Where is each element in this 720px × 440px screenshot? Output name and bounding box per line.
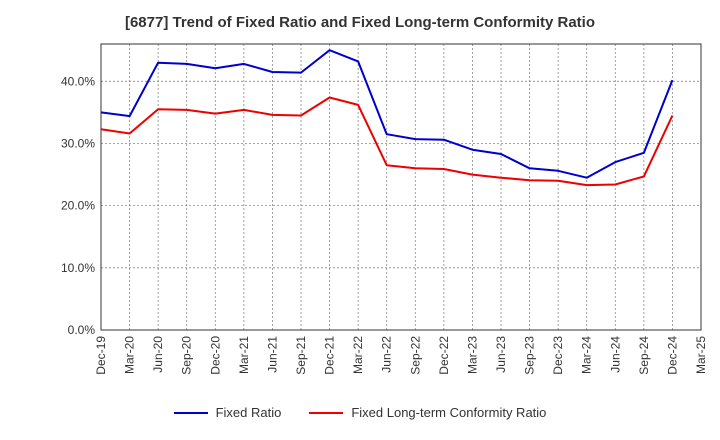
x-tick-label: Mar-21 <box>237 336 251 374</box>
legend-swatch-fixed-ratio <box>173 411 208 414</box>
x-tick-label: Jun-24 <box>608 336 622 373</box>
x-tick-label: Dec-22 <box>437 336 451 375</box>
x-tick-label: Sep-24 <box>637 336 651 375</box>
legend-item-conformity-ratio: Fixed Long-term Conformity Ratio <box>309 405 546 420</box>
legend: Fixed Ratio Fixed Long-term Conformity R… <box>0 405 720 420</box>
legend-item-fixed-ratio: Fixed Ratio <box>173 405 282 420</box>
x-tick-label: Sep-21 <box>294 336 308 375</box>
legend-label-fixed-ratio: Fixed Ratio <box>215 405 282 420</box>
x-tick-label: Mar-24 <box>580 336 594 374</box>
x-tick-label: Dec-19 <box>94 336 108 375</box>
x-tick-label: Mar-23 <box>465 336 479 374</box>
x-tick-label: Dec-24 <box>665 336 679 375</box>
x-tick-label: Mar-25 <box>694 336 708 374</box>
x-tick-label: Dec-23 <box>551 336 565 375</box>
y-tick-label: 40.0% <box>61 74 95 88</box>
x-tick-label: Jun-23 <box>494 336 508 373</box>
x-tick-label: Sep-23 <box>523 336 537 375</box>
y-tick-label: 10.0% <box>61 261 95 275</box>
y-tick-label: 30.0% <box>61 136 95 150</box>
x-tick-label: Jun-20 <box>151 336 165 373</box>
legend-swatch-conformity-ratio <box>309 411 344 414</box>
x-tick-label: Jun-22 <box>380 336 394 373</box>
x-tick-label: Jun-21 <box>265 336 279 373</box>
x-tick-label: Dec-20 <box>208 336 222 375</box>
x-tick-label: Mar-22 <box>351 336 365 374</box>
y-tick-label: 20.0% <box>61 199 95 213</box>
y-tick-label: 0.0% <box>68 323 96 337</box>
series-line-1 <box>100 96 674 187</box>
chart-title: [6877] Trend of Fixed Ratio and Fixed Lo… <box>124 14 596 31</box>
x-tick-label: Dec-21 <box>323 336 337 375</box>
legend-label-conformity-ratio: Fixed Long-term Conformity Ratio <box>351 405 547 420</box>
plot-frame <box>100 43 702 331</box>
x-tick-label: Mar-20 <box>123 336 137 374</box>
x-tick-label: Sep-22 <box>408 336 422 375</box>
x-tick-label: Sep-20 <box>180 336 194 375</box>
series-line-0 <box>100 49 674 179</box>
